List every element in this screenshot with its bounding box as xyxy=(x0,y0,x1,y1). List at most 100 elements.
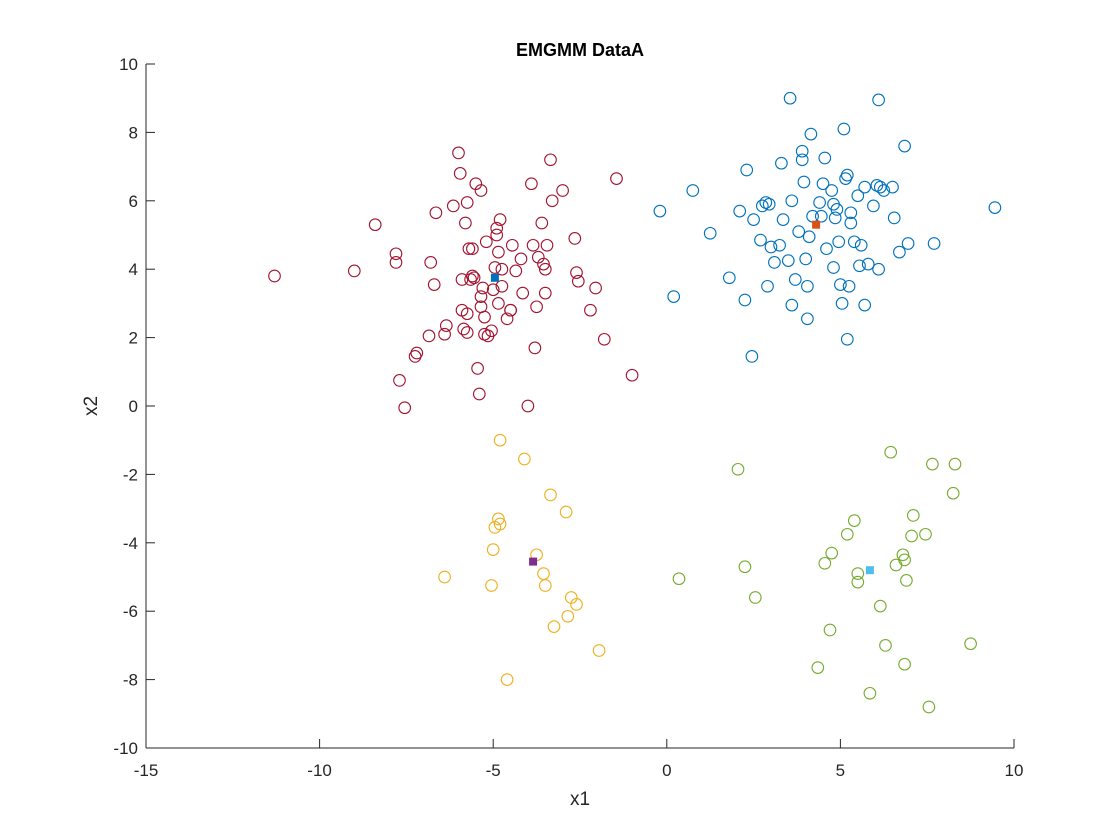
data-point xyxy=(492,512,505,526)
data-point xyxy=(946,486,960,500)
data-point xyxy=(844,216,858,230)
data-point xyxy=(873,599,887,613)
y-tick-label: -8 xyxy=(123,671,138,690)
data-point xyxy=(840,527,854,541)
y-tick-label: 8 xyxy=(129,123,138,142)
data-point xyxy=(823,623,837,637)
data-point xyxy=(471,362,484,375)
data-point xyxy=(896,548,910,562)
data-point xyxy=(738,293,752,307)
data-point xyxy=(813,196,826,209)
data-point xyxy=(832,235,846,249)
data-point xyxy=(438,327,451,341)
data-point xyxy=(544,153,557,167)
data-point xyxy=(762,197,776,211)
data-point xyxy=(429,206,443,220)
data-point xyxy=(495,262,509,276)
data-point xyxy=(538,286,552,300)
data-point xyxy=(460,326,474,339)
data-point xyxy=(505,238,519,252)
data-point xyxy=(775,156,788,170)
data-point xyxy=(485,324,498,338)
data-point xyxy=(886,180,899,194)
data-point xyxy=(490,228,504,242)
data-point xyxy=(825,184,839,197)
data-point xyxy=(625,368,639,382)
data-point xyxy=(500,673,514,686)
data-point xyxy=(368,218,382,232)
data-point xyxy=(754,233,767,247)
data-point xyxy=(773,238,786,252)
data-point xyxy=(528,341,542,355)
data-point xyxy=(537,567,550,580)
data-point xyxy=(733,204,747,218)
data-point xyxy=(783,91,797,105)
data-point xyxy=(347,264,361,278)
data-point xyxy=(853,259,866,273)
data-point xyxy=(842,279,856,293)
data-point xyxy=(544,488,557,502)
data-point xyxy=(927,237,941,250)
y-axis-label: x2 xyxy=(81,396,102,416)
data-point xyxy=(459,216,472,230)
data-point xyxy=(488,261,502,274)
data-point xyxy=(922,700,936,714)
data-point xyxy=(474,184,488,197)
data-point xyxy=(792,225,806,238)
data-point xyxy=(988,201,1002,214)
data-point xyxy=(653,204,667,218)
data-point xyxy=(844,206,858,220)
data-point xyxy=(452,146,465,160)
data-point xyxy=(509,264,523,278)
data-point xyxy=(755,199,769,213)
data-point xyxy=(840,168,854,182)
data-point xyxy=(801,279,814,293)
data-point xyxy=(799,252,813,266)
data-point xyxy=(490,221,504,235)
data-point xyxy=(858,298,872,312)
y-tick-label: -10 xyxy=(113,739,138,758)
data-point xyxy=(398,401,412,415)
data-point xyxy=(438,570,451,584)
data-point xyxy=(738,560,752,574)
data-point xyxy=(703,226,717,240)
data-point xyxy=(457,322,471,336)
data-point xyxy=(547,620,561,633)
cluster-centers xyxy=(490,220,874,575)
data-point xyxy=(854,238,868,252)
cluster-center-marker xyxy=(865,566,874,575)
y-tick-label: 6 xyxy=(129,192,138,211)
data-point xyxy=(504,303,517,317)
data-point xyxy=(545,194,559,208)
data-point xyxy=(731,462,745,476)
data-point xyxy=(861,257,875,271)
data-point xyxy=(764,240,778,254)
data-point xyxy=(556,184,569,197)
y-tick-label: -4 xyxy=(123,534,138,553)
data-point xyxy=(518,452,531,466)
data-point xyxy=(589,281,602,295)
y-tick-label: 0 xyxy=(129,397,138,416)
data-point xyxy=(493,213,507,226)
x-tick-label: 10 xyxy=(1005,761,1024,780)
data-point xyxy=(847,514,861,527)
data-point xyxy=(801,312,814,326)
data-point xyxy=(427,278,441,291)
data-point xyxy=(592,644,606,657)
data-point xyxy=(818,556,832,570)
data-point xyxy=(492,245,505,259)
data-point xyxy=(389,256,403,269)
data-point xyxy=(797,175,811,189)
x-tick-label: -15 xyxy=(134,761,159,780)
data-point xyxy=(919,527,932,541)
data-point xyxy=(570,598,583,611)
x-ticks: -15 -10 -5 0 5 10 xyxy=(134,739,1024,780)
data-point xyxy=(781,254,795,267)
data-point xyxy=(561,609,575,623)
data-points xyxy=(268,91,1002,714)
data-point xyxy=(747,213,760,226)
data-point xyxy=(785,194,799,208)
data-point xyxy=(898,657,911,671)
axes-box xyxy=(146,64,1014,748)
data-point xyxy=(514,252,528,266)
